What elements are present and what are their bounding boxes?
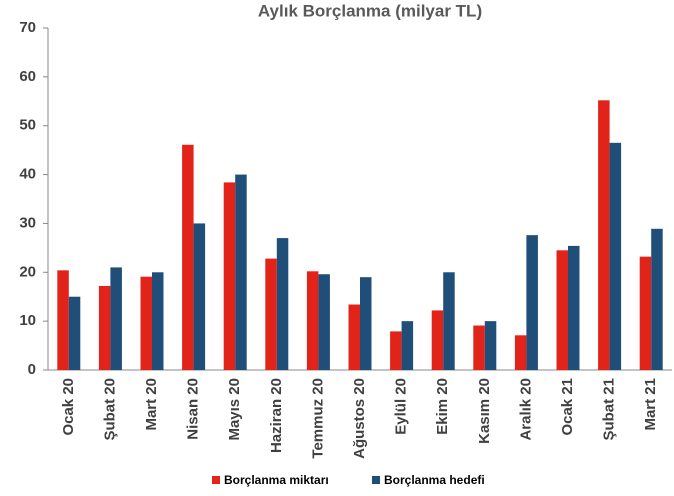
bar <box>443 272 455 370</box>
x-tick-label: Nisan 20 <box>185 378 202 440</box>
y-tick-label: 0 <box>28 361 36 378</box>
x-tick-label: Şubat 20 <box>101 378 118 441</box>
x-tick-label: Ekim 20 <box>434 378 451 435</box>
bar <box>68 296 81 370</box>
y-tick-label: 50 <box>19 117 36 134</box>
y-tick-label: 40 <box>19 166 36 183</box>
y-tick-label: 70 <box>19 19 36 36</box>
bar <box>401 321 414 370</box>
bar <box>306 271 319 370</box>
x-tick-label: Ağustos 20 <box>351 378 368 459</box>
bar <box>348 304 360 370</box>
y-tick-label: 10 <box>19 312 36 329</box>
x-tick-label: Mart 20 <box>143 378 160 431</box>
bar <box>276 238 289 370</box>
chart-title: Aylık Borçlanma (milyar TL) <box>258 1 482 20</box>
bar <box>556 250 568 370</box>
legend-label: Borçlanma miktarı <box>224 473 329 487</box>
bar <box>639 256 652 370</box>
bar <box>526 235 538 370</box>
bar <box>182 144 194 370</box>
bar <box>193 223 206 370</box>
x-tick-label: Aralık 20 <box>517 378 534 441</box>
x-tick-label: Kasım 20 <box>476 378 493 444</box>
bar <box>235 174 247 370</box>
bar <box>598 100 610 371</box>
legend-swatch <box>212 476 220 484</box>
bar <box>609 142 622 370</box>
x-tick-label: Ocak 20 <box>60 378 77 436</box>
bar <box>318 274 330 370</box>
x-tick-label: Mayıs 20 <box>226 378 243 441</box>
bar <box>484 321 497 370</box>
bar <box>360 277 372 370</box>
bar <box>514 335 527 370</box>
bar <box>140 276 152 370</box>
x-tick-label: Haziran 20 <box>268 378 285 453</box>
bar <box>473 325 485 370</box>
legend-swatch <box>372 476 380 484</box>
x-tick-label: Eylül 20 <box>393 378 410 435</box>
y-tick-label: 30 <box>19 214 36 231</box>
bar <box>152 272 164 370</box>
x-tick-label: Temmuz 20 <box>309 378 326 459</box>
bar <box>265 258 277 370</box>
bar <box>568 245 580 370</box>
x-tick-label: Mart 21 <box>642 378 659 431</box>
bar <box>431 310 444 370</box>
bar <box>98 285 111 370</box>
x-tick-label: Şubat 21 <box>601 378 618 441</box>
legend-label: Borçlanma hedefi <box>384 473 485 487</box>
bar <box>223 182 236 370</box>
y-tick-label: 20 <box>19 263 36 280</box>
bar <box>110 267 122 370</box>
bar <box>390 331 402 370</box>
y-tick-label: 60 <box>19 68 36 85</box>
bar <box>57 270 69 370</box>
bar <box>651 228 663 370</box>
x-tick-label: Ocak 21 <box>559 378 576 436</box>
